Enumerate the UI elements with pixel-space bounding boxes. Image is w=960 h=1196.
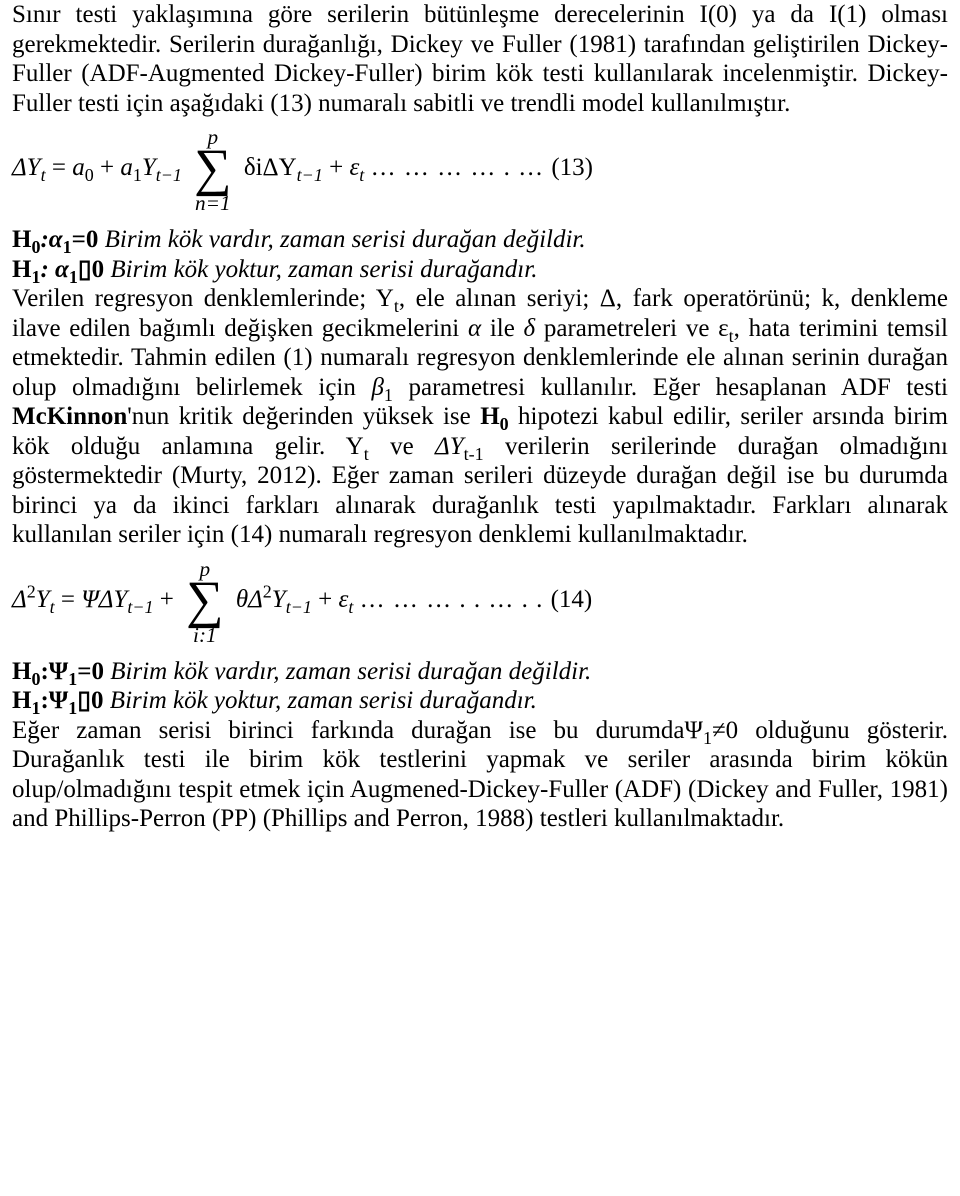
eq13-inside: δiΔY [244,154,297,181]
h1b-mid: :Ψ [40,687,68,714]
sigma-icon-2: ∑ [184,571,225,629]
eq13-a1-sub: 1 [133,165,142,185]
h0a-rest: =0 [72,226,99,253]
p2-f: parametresi kullanılır. Eğer hesaplanan … [393,374,948,401]
h0b-text: Birim kök vardır, zaman serisi durağan d… [104,658,591,685]
H0-sub: 0 [500,414,509,434]
hypothesis-h1-alpha: H1: α1▯0 Birim kök yoktur, zaman serisi … [12,255,948,285]
eq14-Y-sub: t [50,597,55,617]
eq13-a0-sub: 0 [85,165,94,185]
eq14-plus2: + [318,586,338,613]
eq13-plus1: + [100,154,120,181]
h0a-prefix: H [12,226,31,253]
beta-sub: 1 [384,385,393,405]
eq14-eps: ε [338,586,348,613]
eq13-a0: a [72,154,85,181]
mckinnon: McKinnon [12,403,127,430]
eq14-sum: p ∑ i:1 [184,556,225,647]
psi1-sub: 1 [703,728,712,748]
h0b-mid: :Ψ [40,658,68,685]
eq14-number: (14) [551,586,593,613]
beta-symbol: β [371,374,383,401]
eq13-lhs-sub: t [41,165,46,185]
hypothesis-h0-psi: H0:Ψ1=0 Birim kök vardır, zaman serisi d… [12,657,948,687]
eq13-Y-sub: t−1 [156,165,182,185]
delta-symbol: δ [524,315,536,342]
h0b-rest: =0 [77,658,104,685]
eq14-d-sup: 2 [27,581,36,601]
eq13-eq: = [52,154,72,181]
h1a-prefix: H [12,256,31,283]
h1a-text: Birim kök yoktur, zaman serisi durağandı… [104,256,537,283]
equation-13: ΔYt = a0 + a1Yt−1 p ∑ n=1 δiΔYt−1 + εt …… [12,124,948,215]
eq13-sum: p ∑ n=1 [192,124,233,215]
eq14-d: Δ [12,586,27,613]
p2-a: Verilen regresyon denklemlerinde; Y [12,285,394,312]
eq14-psi: Ψ [81,586,99,613]
eq14-dY-sub: t−1 [127,597,153,617]
eq13-eps: ε [349,154,359,181]
eq13-inside-sub: t−1 [297,165,323,185]
eq13-sum-bot: n=1 [195,191,231,215]
p2-c: ile [481,315,523,342]
h1a-mid: : α [40,256,68,283]
h0a-text: Birim kök vardır, zaman serisi durağan d… [98,226,585,253]
p3-a: Eğer zaman serisi birinci farkında durağ… [12,717,703,744]
p2-d: parametreleri ve ε [535,315,729,342]
eq14-dY: ΔY [99,586,128,613]
h1b-rest: ▯0 [77,687,103,714]
eq14-Y: Y [36,586,50,613]
alpha-symbol: α [468,315,481,342]
eq14-eq: = [61,586,81,613]
h1a-rest: ▯0 [78,256,104,283]
sigma-icon: ∑ [192,139,233,197]
equation-14: Δ2Yt = ΨΔYt−1 + p ∑ i:1 θΔ2Yt−1 + εt … …… [12,556,948,647]
main-paragraph: Verilen regresyon denklemlerinde; Yt, el… [12,284,948,550]
eq13-number: (13) [551,154,593,181]
closing-paragraph: Eğer zaman serisi birinci farkında durağ… [12,716,948,834]
deltaY-sub: t-1 [464,444,484,464]
eq14-d2-sup: 2 [263,581,272,601]
eq13-a1: a [120,154,133,181]
p2-g: 'nun kritik değerinden yüksek ise [127,403,480,430]
eq13-eps-sub: t [359,165,364,185]
eq14-sum-bot: i:1 [193,623,217,647]
eq14-d2-sub: t−1 [286,597,312,617]
eq13-plus2: + [329,154,349,181]
eq13-Y: Y [142,154,156,181]
eq14-theta: θ [236,586,248,613]
eq14-d2: Δ [248,586,263,613]
eq14-dots: … … … . . … . . [360,586,551,613]
eq13-lhs: ΔY [12,154,41,181]
p2-i: ve [369,433,435,460]
deltaY-sym: ΔY [435,433,464,460]
hypothesis-h1-psi: H1:Ψ1▯0 Birim kök yoktur, zaman serisi d… [12,686,948,716]
eq14-plus1: + [160,586,180,613]
h1b-text: Birim kök yoktur, zaman serisi durağandı… [104,687,537,714]
eq14-eps-sub: t [348,597,353,617]
H0-sym: H [480,403,499,430]
h0a-mid: :α [40,226,62,253]
eq14-d2Y: Y [272,586,286,613]
h0b-prefix: H [12,658,31,685]
hypothesis-h0-alpha: H0:α1=0 Birim kök vardır, zaman serisi d… [12,225,948,255]
intro-paragraph: Sınır testi yaklaşımına göre serilerin b… [12,0,948,118]
eq13-dots: … … … … . … [371,154,552,181]
h1b-prefix: H [12,687,31,714]
